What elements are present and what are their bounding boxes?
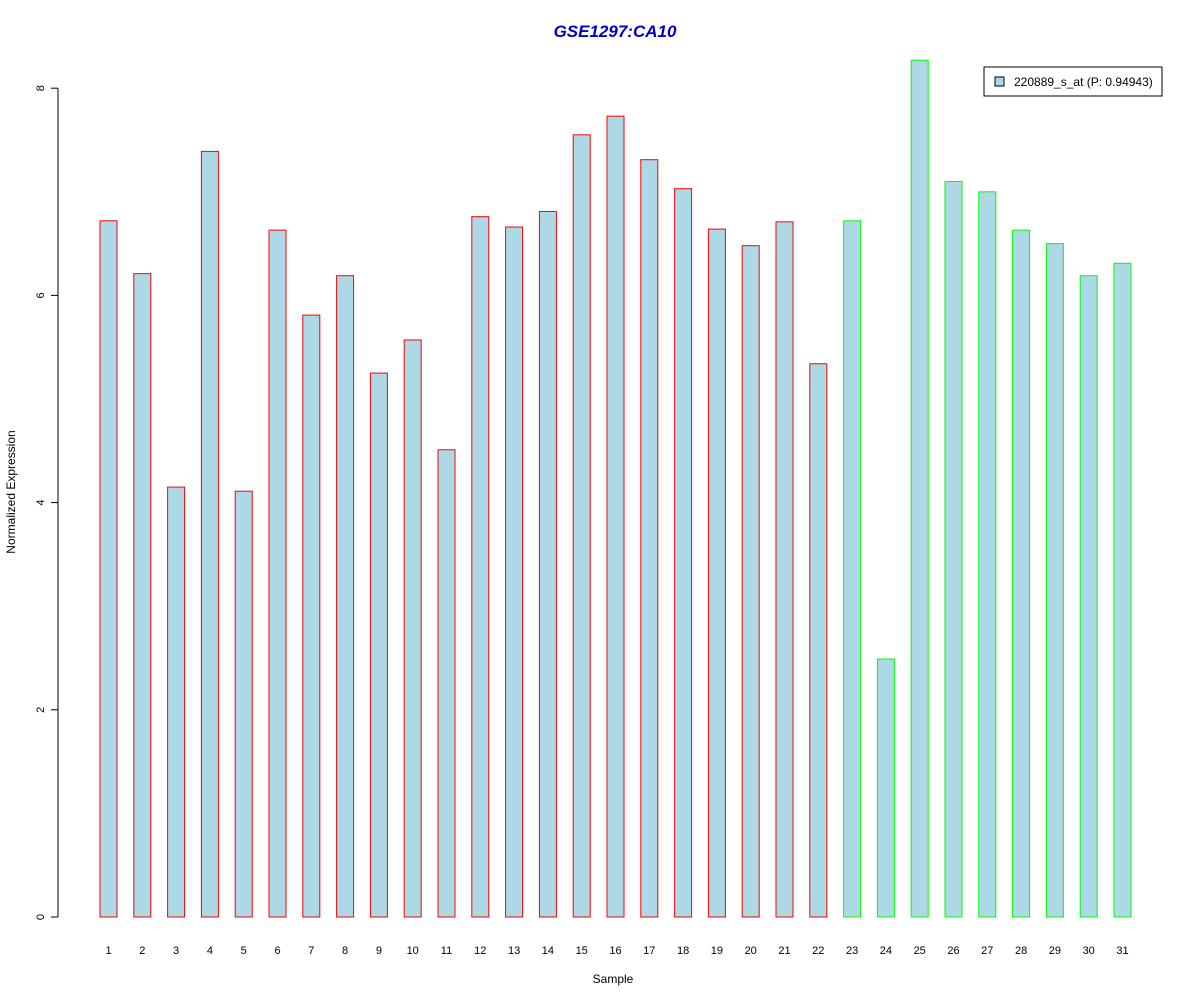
bar bbox=[876, 658, 895, 918]
x-tick-label: 27 bbox=[981, 945, 993, 957]
x-tick-label: 9 bbox=[376, 945, 382, 957]
x-tick-label: 4 bbox=[207, 945, 213, 957]
bar bbox=[200, 150, 219, 918]
bars bbox=[99, 59, 1132, 918]
bar bbox=[1045, 243, 1064, 918]
y-axis-label: Normalized Expression bbox=[4, 430, 18, 553]
x-tick-label: 26 bbox=[947, 945, 959, 957]
x-tick-label: 12 bbox=[474, 945, 486, 957]
x-tick-label: 25 bbox=[914, 945, 926, 957]
bar bbox=[640, 159, 659, 918]
bar bbox=[234, 490, 253, 918]
x-tick-label: 16 bbox=[609, 945, 621, 957]
y-tick-label: 8 bbox=[35, 85, 47, 91]
bar bbox=[437, 449, 456, 918]
x-tick-label: 10 bbox=[407, 945, 419, 957]
legend-swatch bbox=[994, 76, 1005, 87]
bar bbox=[302, 314, 321, 918]
x-tick-label: 8 bbox=[342, 945, 348, 957]
x-tick-label: 30 bbox=[1083, 945, 1095, 957]
bar bbox=[336, 275, 355, 918]
x-tick-label: 19 bbox=[711, 945, 723, 957]
x-tick-label: 7 bbox=[308, 945, 314, 957]
bar bbox=[843, 220, 862, 918]
chart-title: GSE1297:CA10 bbox=[554, 22, 677, 41]
bar bbox=[1113, 262, 1132, 918]
bar bbox=[606, 115, 625, 918]
x-tick-label: 1 bbox=[105, 945, 111, 957]
x-axis-label: Sample bbox=[593, 972, 634, 986]
legend-box bbox=[983, 66, 1163, 97]
x-tick-label: 18 bbox=[677, 945, 689, 957]
y-axis: 0 2 4 6 8 bbox=[35, 85, 59, 920]
bar bbox=[809, 363, 828, 918]
bar bbox=[910, 59, 929, 918]
bar bbox=[1012, 229, 1031, 918]
x-tick-label: 21 bbox=[778, 945, 790, 957]
x-tick-label: 23 bbox=[846, 945, 858, 957]
y-tick-label: 2 bbox=[35, 707, 47, 713]
legend-label: 220889_s_at (P: 0.94943) bbox=[1014, 75, 1153, 89]
x-tick-label: 3 bbox=[173, 945, 179, 957]
bar bbox=[167, 486, 186, 918]
x-tick-label: 5 bbox=[241, 945, 247, 957]
bar bbox=[471, 216, 490, 918]
x-tick-label: 2 bbox=[139, 945, 145, 957]
bar bbox=[133, 273, 152, 918]
legend: 220889_s_at (P: 0.94943) bbox=[983, 66, 1163, 97]
y-tick-label: 4 bbox=[35, 500, 47, 506]
bar bbox=[707, 228, 726, 918]
bar bbox=[1079, 275, 1098, 918]
bar bbox=[268, 229, 287, 918]
x-tick-label: 17 bbox=[643, 945, 655, 957]
x-tick-label: 31 bbox=[1116, 945, 1128, 957]
x-tick-label: 29 bbox=[1049, 945, 1061, 957]
y-tick-label: 6 bbox=[35, 292, 47, 298]
bar bbox=[538, 210, 557, 918]
x-tick-label: 24 bbox=[880, 945, 892, 957]
bar bbox=[369, 372, 388, 918]
bar bbox=[741, 245, 760, 918]
x-tick-labels: 1 2 3 4 5 6 7 8 9 10 11 12 13 14 15 16 17 18 19 20 21 22 23 24 2… bbox=[105, 945, 1128, 957]
x-tick-label: 22 bbox=[812, 945, 824, 957]
x-tick-label: 13 bbox=[508, 945, 520, 957]
x-tick-label: 28 bbox=[1015, 945, 1027, 957]
bar bbox=[978, 191, 997, 918]
bar bbox=[674, 188, 693, 918]
y-tick-label: 0 bbox=[35, 914, 47, 920]
bar bbox=[572, 134, 591, 918]
bar bbox=[99, 220, 118, 918]
x-tick-label: 14 bbox=[542, 945, 554, 957]
bar bbox=[775, 221, 794, 918]
bar bbox=[944, 180, 963, 918]
x-tick-label: 20 bbox=[745, 945, 757, 957]
bar bbox=[403, 339, 422, 918]
x-tick-label: 6 bbox=[274, 945, 280, 957]
x-tick-label: 15 bbox=[576, 945, 588, 957]
x-tick-label: 11 bbox=[441, 945, 452, 957]
bar bbox=[505, 226, 524, 918]
